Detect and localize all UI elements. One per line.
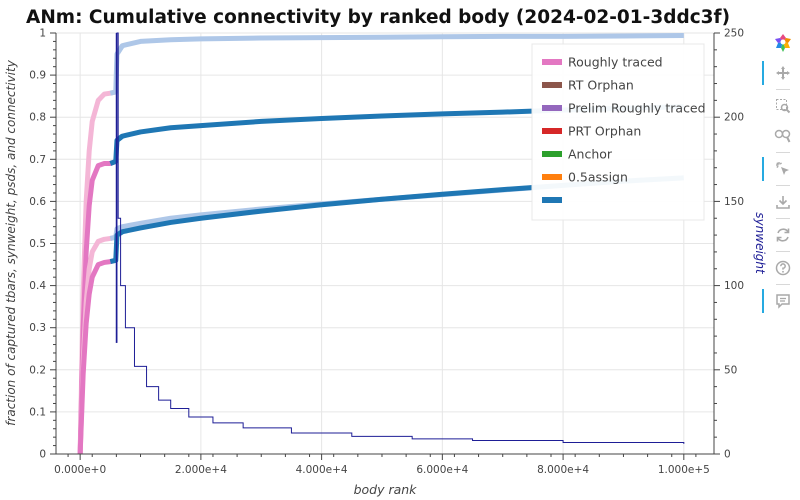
- y-left-tick-label: 0.4: [29, 280, 46, 292]
- legend: Roughly traced RT Orphan Prelim Roughly tr…: [531, 43, 706, 221]
- y-right-tick-label: 0: [724, 449, 731, 461]
- hover-tool[interactable]: [762, 289, 796, 313]
- x-axis-label: body rank: [354, 482, 418, 497]
- toolbar-separator: [776, 251, 790, 252]
- y-axis-left-label: fraction of captured tbars, synweight, p…: [4, 59, 18, 426]
- legend-label: 0.5assign: [568, 170, 628, 185]
- legend-swatch: [542, 197, 562, 203]
- box-zoom-tool[interactable]: [770, 94, 796, 118]
- x-tick-label: 1.000e+5: [658, 464, 710, 476]
- wheel-zoom-tool[interactable]: [770, 124, 796, 148]
- y-left-tick-label: 0.2: [29, 364, 46, 376]
- axes: 0.000e+0 2.000e+4 4.000e+4 6.000e+4 8.000e+4…: [29, 28, 744, 477]
- help-tool[interactable]: [770, 256, 796, 280]
- save-icon: [775, 194, 791, 210]
- toolbar: [762, 28, 800, 318]
- tap-icon: [775, 161, 791, 177]
- legend-swatch: [542, 59, 562, 65]
- y-left-tick-label: 0.6: [29, 196, 46, 208]
- wheel-zoom-icon: [774, 128, 792, 144]
- legend-label: PRT Orphan: [568, 124, 641, 139]
- toolbar-separator: [776, 284, 790, 285]
- box-zoom-icon: [775, 98, 791, 114]
- reset-icon: [775, 227, 791, 243]
- y-right-tick-label: 250: [724, 28, 744, 40]
- legend-item[interactable]: Prelim Roughly traced: [542, 101, 706, 116]
- legend-swatch: [542, 151, 562, 157]
- y-left-tick-label: 0.7: [29, 154, 46, 166]
- legend-item[interactable]: [542, 197, 562, 203]
- legend-label: Prelim Roughly traced: [568, 101, 706, 116]
- y-right-tick-label: 50: [724, 364, 737, 376]
- y-left-tick-label: 0.5: [29, 238, 46, 250]
- x-tick-label: 0.000e+0: [54, 464, 106, 476]
- tap-tool[interactable]: [762, 157, 796, 181]
- y-left-tick-label: 0.9: [29, 70, 46, 82]
- legend-label: Roughly traced: [568, 55, 663, 70]
- series-line-rough-traced: [77, 257, 117, 455]
- y-left-tick-label: 0.3: [29, 322, 46, 334]
- toolbar-separator: [776, 152, 790, 153]
- y-right-tick-label: 150: [724, 196, 744, 208]
- pan-tool[interactable]: [762, 61, 796, 85]
- y-right-tick-label: 200: [724, 112, 744, 124]
- save-tool[interactable]: [770, 190, 796, 214]
- y-left-tick-label: 1: [39, 28, 46, 40]
- legend-label: Anchor: [568, 147, 613, 162]
- legend-item[interactable]: PRT Orphan: [542, 124, 641, 139]
- legend-swatch: [542, 174, 562, 180]
- series-line-anchor: [114, 33, 684, 56]
- legend-item[interactable]: Roughly traced: [542, 55, 663, 70]
- legend-item[interactable]: 0.5assign: [542, 170, 628, 185]
- legend-label: RT Orphan: [568, 78, 634, 93]
- legend-swatch: [542, 105, 562, 111]
- logo-icon: [773, 33, 793, 53]
- y-left-tick-label: 0.1: [29, 406, 46, 418]
- y-right-tick-label: 100: [724, 280, 744, 292]
- toolbar-separator: [776, 89, 790, 90]
- synweight-line: [116, 32, 685, 444]
- x-tick-label: 8.000e+4: [537, 464, 589, 476]
- toolbar-separator: [776, 185, 790, 186]
- chart-title: ANm: Cumulative connectivity by ranked b…: [26, 7, 730, 28]
- reset-tool[interactable]: [770, 223, 796, 247]
- x-tick-label: 6.000e+4: [416, 464, 468, 476]
- legend-swatch: [542, 128, 562, 134]
- y-left-tick-label: 0: [39, 449, 46, 461]
- y-left-tick-label: 0.8: [29, 112, 46, 124]
- hover-icon: [775, 293, 791, 309]
- legend-swatch: [542, 82, 562, 88]
- pan-icon: [775, 65, 791, 81]
- legend-item[interactable]: Anchor: [542, 147, 613, 162]
- toolbar-separator: [776, 218, 790, 219]
- help-icon: [775, 260, 791, 276]
- bokeh-logo: [770, 31, 796, 55]
- x-tick-label: 4.000e+4: [296, 464, 348, 476]
- x-tick-label: 2.000e+4: [175, 464, 227, 476]
- legend-item[interactable]: RT Orphan: [542, 78, 634, 93]
- y-axis-right-label: synweight: [753, 212, 767, 275]
